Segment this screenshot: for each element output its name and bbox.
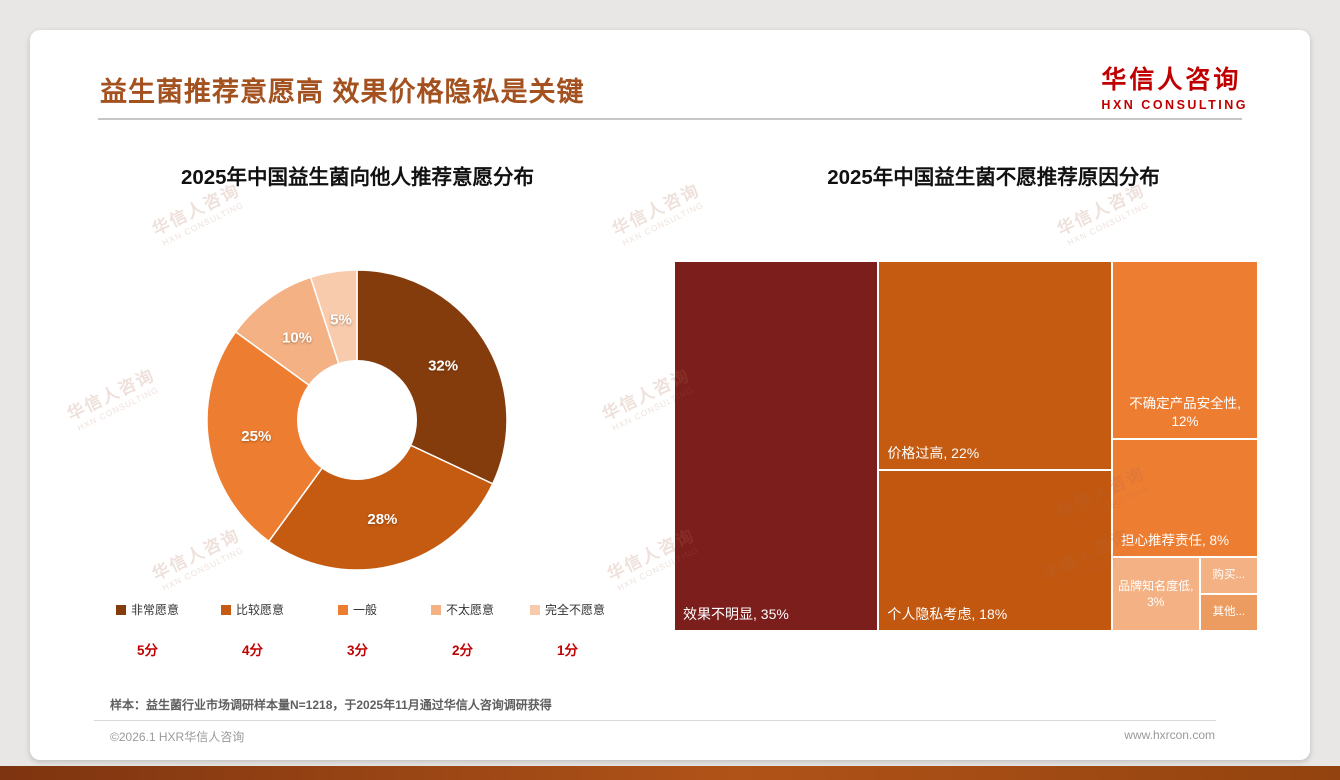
donut-chart: 32% 28% 25% 10% 5% [206,269,508,571]
sample-note: 样本：益生菌行业市场调研样本量N=1218，于2025年11月通过华信人咨询调研… [110,698,552,712]
donut-chart-title: 2025年中国益生菌向他人推荐意愿分布 [180,166,535,189]
legend-item-3: 一般 [305,601,410,618]
treemap-chart: 效果不明显, 35% 价格过高, 22% 个人隐私考虑, 18% 不确定产品安全性, … [674,261,1258,631]
score-row: 5分 4分 3分 2分 1分 [95,639,620,659]
bottom-accent-bar [0,766,1340,780]
treemap-block-6: 品牌知名度低, 3% [1112,557,1200,631]
treemap-label-7: 购买... [1212,568,1246,581]
score-label-1: 5分 [136,643,158,658]
footer-website: www.hxrcon.com [1124,728,1215,742]
donut-value-label-2: 28% [367,511,397,528]
legend-label-3: 一般 [352,603,377,617]
treemap-block-5: 担心推荐责任, 8% [1112,438,1258,557]
treemap-label-3: 个人隐私考虑, 18% [887,606,1008,623]
legend-label-1: 非常愿意 [130,603,179,617]
donut-chart-section: 2025年中国益生菌向他人推荐意愿分布 32% 28% 25% 10% 5% 非常愿意 比… [85,165,630,695]
treemap-block-1: 效果不明显, 35% [674,261,879,631]
treemap-block-4: 不确定产品安全性, 12% [1112,261,1258,439]
donut-value-label-1: 32% [428,357,458,374]
treemap-section: 2025年中国益生菌不愿推荐原因分布 效果不明显, 35% 价格过高, 22% 个人… [660,165,1272,695]
treemap-title: 2025年中国益生菌不愿推荐原因分布 [827,166,1160,189]
legend-swatch-1 [115,604,126,615]
treemap-block-7: 购买... [1199,557,1258,594]
donut-slice-3 [206,330,359,543]
donut-value-label-3: 25% [241,428,271,445]
treemap-block-8: 其他... [1199,594,1258,631]
page-title: 益生菌推荐意愿高 效果价格隐私是关键 [100,77,585,107]
legend-item-2: 比较愿意 [200,601,305,618]
footer-divider [94,720,1216,721]
score-label-3: 3分 [346,643,368,658]
donut-value-label-5: 5% [330,311,352,328]
score-label-5: 1分 [556,643,578,658]
treemap-label-2: 价格过高, 22% [887,445,980,462]
donut-value-label-4: 10% [282,330,312,347]
treemap-block-2: 价格过高, 22% [878,261,1112,471]
legend-swatch-3 [337,604,348,615]
title-divider [98,118,1242,120]
treemap-label-1: 效果不明显, 35% [683,606,789,623]
legend-label-5: 完全不愿意 [544,603,605,617]
logo-subtitle: HXN CONSULTING [1101,98,1248,112]
logo-name: 华信人咨询 [1101,66,1242,94]
legend-swatch-4 [430,604,441,615]
legend-label-2: 比较愿意 [235,603,284,617]
footer-copyright: ©2026.1 HXR华信人咨询 [110,730,245,744]
legend-item-5: 完全不愿意 [515,601,620,618]
legend-swatch-5 [529,604,540,615]
slide: 益生菌推荐意愿高 效果价格隐私是关键 华信人咨询 HXN CONSULTING … [30,30,1310,760]
score-label-2: 4分 [241,643,263,658]
treemap-label-8: 其他... [1212,605,1246,618]
logo: 华信人咨询 HXN CONSULTING [1101,60,1248,112]
legend-swatch-2 [220,604,231,615]
score-label-4: 2分 [451,643,473,658]
treemap-label-4: 不确定产品安全性, 12% [1129,396,1241,430]
donut-slice-2 [267,419,494,571]
donut-hole [297,360,417,480]
legend-label-4: 不太愿意 [445,603,494,617]
treemap-block-3: 个人隐私考虑, 18% [878,470,1112,631]
treemap-label-6: 品牌知名度低, 3% [1118,578,1194,609]
legend-item-1: 非常愿意 [95,601,200,618]
treemap-label-5: 担心推荐责任, 8% [1121,532,1230,548]
donut-legend: 非常愿意 比较愿意 一般 不太愿意 完全不愿意 [95,601,620,618]
legend-item-4: 不太愿意 [410,601,515,618]
